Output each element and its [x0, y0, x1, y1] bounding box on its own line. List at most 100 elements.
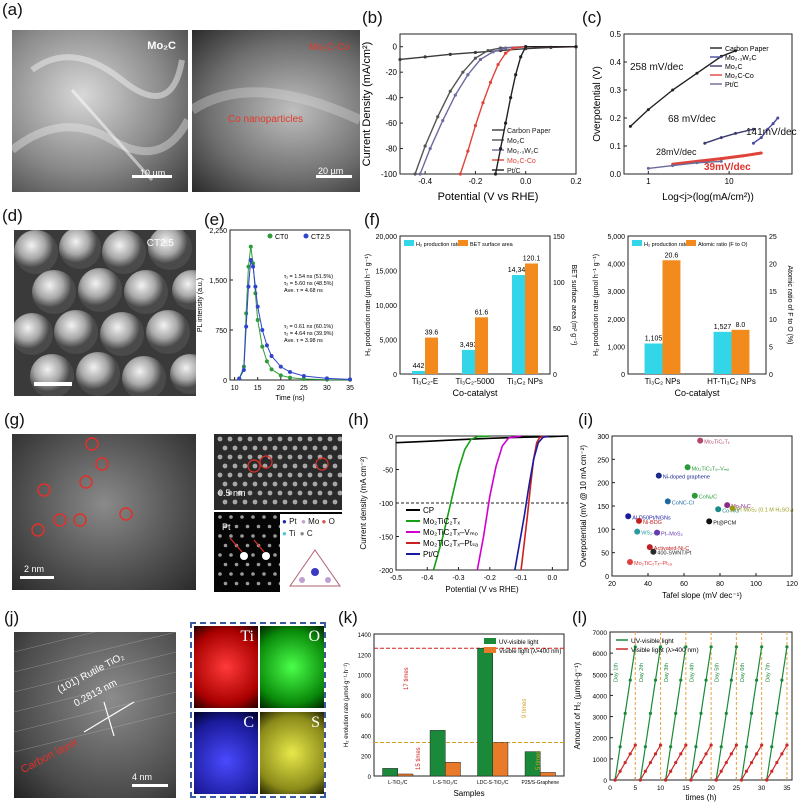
legend-label: Atomic ratio (F to O): [698, 242, 748, 248]
lattice-atom: [297, 472, 303, 478]
y-tick-label: 0: [603, 778, 607, 785]
data-point: [770, 769, 774, 773]
y-tick-label: 1,000: [607, 344, 625, 351]
data-point: [785, 645, 789, 649]
y-tick-label: 0: [223, 378, 227, 385]
x-tick-label: LDC-S-TiO₂/C: [477, 780, 509, 786]
pt-atom: [240, 552, 248, 560]
y-tick-label: 10,000: [376, 303, 398, 310]
lattice-atom: [217, 454, 223, 460]
data-point: [674, 760, 678, 765]
sim-atom: [229, 515, 233, 519]
scale-bar-label: 2 nm: [24, 564, 45, 574]
panel-label-l: (l): [572, 608, 588, 627]
y-tick-label: -40: [385, 94, 397, 103]
bar-value-label: 120.1: [523, 256, 541, 263]
lattice-atom: [227, 490, 233, 496]
sim-atom: [267, 562, 272, 567]
lattice-atom: [317, 472, 323, 478]
lattice-atom: [282, 481, 288, 487]
lattice-atom: [302, 445, 308, 451]
data-point: [699, 760, 703, 765]
x-tick-label: 1: [646, 177, 651, 186]
lifetime-annotation: τ₂ = 5.60 ns (48.5%): [284, 281, 334, 287]
sim-atom: [273, 534, 277, 538]
data-point: [646, 544, 653, 551]
x-tick-label: Ti₃C₂-E: [412, 377, 439, 386]
bar: [462, 349, 475, 374]
data-point: [514, 73, 518, 77]
y2-tick-label: 10: [769, 317, 777, 324]
fold-annotation: 5 times: [536, 751, 542, 770]
data-point: [704, 678, 708, 682]
plot-frame: [373, 633, 565, 777]
lattice-atom: [237, 454, 243, 460]
y-tick-label: 0.0: [610, 170, 622, 179]
data-point: [623, 760, 627, 765]
legend-label: Mo₂C-Co: [507, 158, 536, 165]
sim-atom: [234, 581, 239, 586]
data-point: [481, 101, 485, 105]
y2-axis-label: Atomic ratio of F to O (%): [786, 266, 793, 345]
lattice-atom: [292, 463, 298, 469]
lattice-atom: [242, 445, 248, 451]
data-point: [658, 743, 663, 747]
x-axis-label: Potential (V vs RHE): [445, 585, 519, 594]
x-tick-label: 15: [682, 785, 690, 792]
data-point-label: Ni-BDG: [643, 520, 662, 526]
y-tick-label: 1200: [358, 653, 372, 659]
data-point: [623, 711, 627, 715]
x-tick-label: 40: [644, 581, 652, 588]
lifetime-annotation: Ave. τ = 4.68 ns: [284, 288, 323, 294]
lattice-atom: [337, 472, 342, 478]
data-point: [618, 769, 622, 773]
data-point: [288, 370, 292, 374]
y-tick-label: 300: [597, 434, 609, 441]
lattice-atom: [252, 463, 258, 469]
x-tick-label: 0: [608, 785, 612, 792]
y-tick-label: -200: [379, 568, 393, 575]
data-point: [448, 89, 452, 93]
sim-atom: [262, 515, 266, 519]
x-tick-label: 10: [725, 177, 734, 186]
data-point: [511, 46, 515, 50]
x-axis-label: Potential (V vs RHE): [438, 191, 539, 203]
chart-c-tafel: 1 10 0.0 0.1 0.2 0.3 0.4 0.5 Log<j>(log(mA/cm²))…: [592, 30, 797, 203]
data-point: [248, 258, 253, 262]
data-point-label: CoNC-Cl: [672, 500, 694, 506]
data-point: [724, 502, 731, 509]
y2-tick-label: 50: [553, 326, 561, 333]
data-point: [741, 154, 745, 158]
y-axis-label: PL intensity (a.u.): [197, 278, 204, 332]
y-tick-label: 0.2: [610, 114, 622, 123]
data-point: [760, 645, 764, 649]
sem-image-spheres: CT2.5: [14, 230, 196, 396]
data-point: [654, 529, 660, 536]
data-point: [428, 146, 432, 151]
sim-atom: [218, 553, 222, 557]
data-point: [413, 172, 417, 176]
panel-label-j: (j): [4, 608, 20, 627]
single-atom-marker: [315, 457, 329, 471]
data-point: [719, 136, 723, 140]
data-point: [244, 311, 249, 316]
data-point: [244, 324, 249, 329]
lattice-atom: [272, 463, 278, 469]
data-point: [643, 769, 647, 773]
sem-label: Mo₂C: [147, 40, 176, 52]
y-tick-label: 3,000: [607, 289, 625, 296]
data-point: [719, 159, 723, 163]
x-tick-label: 30: [758, 785, 766, 792]
data-point: [653, 678, 658, 682]
y-tick-label: 200: [361, 755, 372, 761]
lattice-atom: [242, 463, 248, 469]
lattice-atom: [327, 472, 333, 478]
panel-label-g: (g): [4, 410, 25, 429]
y-tick-label: 0.3: [610, 86, 622, 95]
lattice-atom: [332, 463, 338, 469]
bar-value-label: 8.0: [736, 322, 746, 329]
sim-atom: [267, 581, 272, 586]
data-point: [648, 711, 653, 715]
pt-atom: [262, 552, 270, 560]
bar: [713, 331, 732, 374]
